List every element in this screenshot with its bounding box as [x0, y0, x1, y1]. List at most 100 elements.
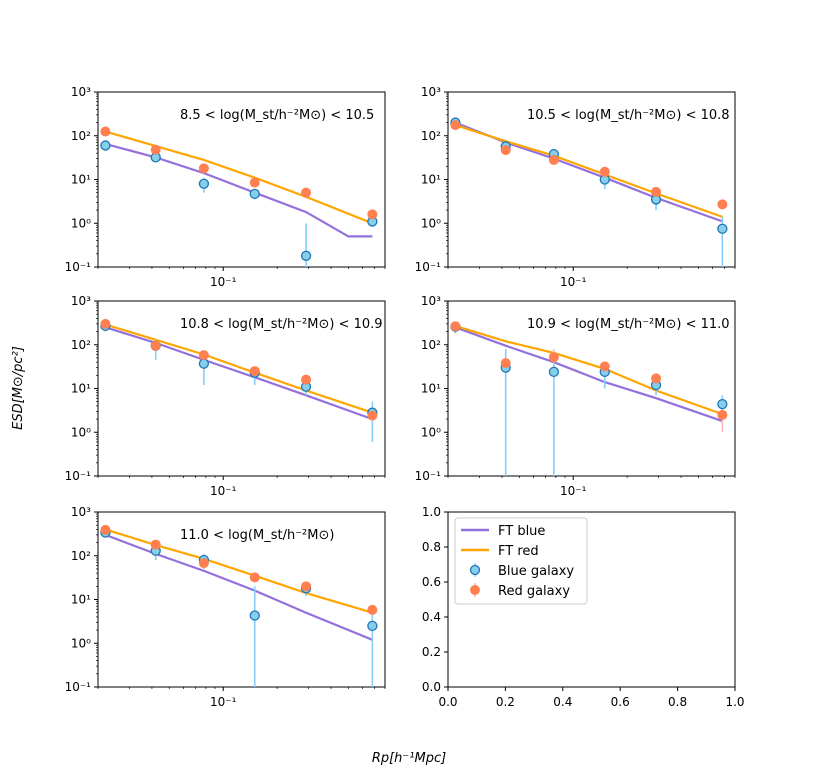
panel-mass-range-label: 10.8 < log(M_st/h⁻²M⊙) < 10.9 — [180, 317, 383, 332]
blue-galaxy-point — [100, 140, 111, 151]
red-galaxy-point — [717, 409, 728, 420]
red-galaxy-point — [301, 581, 312, 592]
red-galaxy-point — [717, 199, 728, 210]
fit-red-line — [455, 324, 723, 416]
legend-frame — [454, 517, 588, 605]
panel-4: 10⁻¹ 10⁰ 10¹ 10² 10³ 10⁻¹ 10.9 < log(M_st/h⁻²M… — [415, 294, 736, 498]
legend-panel-y-tick-label: 1.0 — [422, 505, 441, 519]
panel-mass-range-label: 11.0 < log(M_st/h⁻²M⊙) — [180, 528, 334, 543]
y-tick-label: 10² — [71, 338, 91, 352]
fit-blue-line — [105, 533, 373, 641]
legend-blue-galaxy-label: Blue galaxy — [498, 564, 574, 579]
legend-panel-x-tick-label: 0.6 — [611, 695, 630, 709]
x-tick-label: 10⁻¹ — [560, 484, 587, 498]
y-tick-label: 10⁻¹ — [415, 260, 442, 274]
blue-galaxy-point — [548, 366, 560, 378]
y-tick-label: 10⁰ — [421, 425, 441, 439]
legend-red-galaxy-label: Red galaxy — [498, 584, 570, 599]
x-tick-label: 10⁻¹ — [560, 275, 587, 289]
red-galaxy-point — [249, 366, 260, 377]
legend-fit-blue-label: FT blue — [498, 524, 545, 539]
y-tick-label: 10¹ — [71, 173, 91, 187]
fit-red-line — [455, 124, 723, 218]
y-tick-label: 10⁻¹ — [65, 680, 92, 694]
x-axis-title: Rp[h⁻¹Mpc] — [372, 751, 446, 766]
blue-galaxy-point — [367, 620, 378, 631]
red-galaxy-point — [150, 340, 161, 351]
red-galaxy-point — [249, 177, 260, 188]
red-galaxy-point — [301, 187, 312, 198]
red-galaxy-point — [450, 321, 461, 332]
red-galaxy-point — [100, 318, 111, 329]
blue-galaxy-point — [717, 398, 728, 410]
red-galaxy-point — [367, 410, 378, 421]
fit-blue-line — [105, 326, 373, 421]
red-galaxy-point — [599, 166, 610, 177]
red-galaxy-point — [150, 144, 161, 155]
panel-mass-range-label: 10.9 < log(M_st/h⁻²M⊙) < 11.0 — [527, 317, 730, 332]
legend-panel-y-tick-label: 0.4 — [422, 610, 441, 624]
y-tick-label: 10³ — [71, 505, 91, 519]
y-tick-label: 10³ — [421, 85, 441, 99]
blue-galaxy-point — [249, 188, 260, 199]
red-galaxy-point — [500, 145, 511, 156]
legend-panel-x-tick-label: 0.2 — [496, 695, 515, 709]
panel-3: 10⁻¹ 10⁰ 10¹ 10² 10³ 10⁻¹ 10.8 < log(M_st/h⁻²M… — [65, 294, 386, 498]
legend-panel-frame — [447, 511, 736, 688]
legend-panel: 0.0 0.2 0.4 0.6 0.8 1.0 0.0 0.2 0.4 0.6 0.8 1.0 FT… — [422, 505, 745, 709]
y-axis-title: ESD[M⊙/pc²] — [11, 346, 26, 430]
x-tick-label: 10⁻¹ — [210, 275, 237, 289]
fit-blue-line — [105, 142, 373, 238]
y-tick-label: 10² — [421, 129, 441, 143]
y-tick-label: 10⁻¹ — [415, 469, 442, 483]
red-galaxy-point — [500, 358, 511, 369]
legend-panel-y-tick-label: 0.0 — [422, 680, 441, 694]
legend-blue-galaxy-marker — [469, 564, 481, 576]
y-tick-label: 10² — [421, 338, 441, 352]
legend-panel-x-tick-label: 0.8 — [668, 695, 687, 709]
red-galaxy-point — [198, 558, 209, 569]
red-galaxy-point — [450, 120, 461, 131]
red-galaxy-point — [198, 163, 209, 174]
red-galaxy-point — [301, 374, 312, 385]
red-galaxy-point — [100, 126, 111, 137]
plot-area — [450, 117, 728, 267]
red-galaxy-point — [548, 352, 559, 363]
panel-mass-range-label: 10.5 < log(M_st/h⁻²M⊙) < 10.8 — [527, 108, 730, 123]
x-tick-label: 10⁻¹ — [210, 695, 237, 709]
y-tick-label: 10² — [71, 549, 91, 563]
fit-blue-line — [455, 326, 723, 423]
plot-area — [100, 318, 378, 442]
plot-area — [100, 524, 378, 687]
red-galaxy-point — [100, 524, 111, 535]
fit-red-line — [105, 323, 373, 414]
y-tick-label: 10² — [71, 129, 91, 143]
y-tick-label: 10³ — [421, 294, 441, 308]
panel-5: 10⁻¹ 10⁰ 10¹ 10² 10³ 10⁻¹ 11.0 < log(M_st/h⁻²M… — [65, 505, 386, 709]
panels-layer: 10⁻¹ 10⁰ 10¹ 10² 10³ 10⁻¹ 8.5 < log(M_st/h⁻²M⊙… — [65, 85, 736, 709]
blue-galaxy-point — [198, 358, 210, 369]
legend-panel-x-tick-label: 1.0 — [725, 695, 744, 709]
legend-panel-y-tick-label: 0.8 — [422, 540, 441, 554]
red-galaxy-point — [249, 572, 260, 583]
y-tick-label: 10³ — [71, 294, 91, 308]
red-galaxy-point — [548, 154, 559, 165]
y-tick-label: 10⁰ — [421, 216, 441, 230]
fit-red-line — [105, 130, 373, 225]
blue-galaxy-point — [249, 610, 260, 621]
y-tick-label: 10¹ — [421, 173, 441, 187]
legend-panel-y-tick-label: 0.6 — [422, 575, 441, 589]
red-galaxy-point — [599, 361, 610, 372]
y-tick-label: 10⁰ — [71, 636, 91, 650]
legend-panel-x-tick-label: 0.0 — [438, 695, 457, 709]
plot-area — [100, 126, 378, 267]
x-tick-label: 10⁻¹ — [210, 484, 237, 498]
legend-panel-yticks: 0.0 0.2 0.4 0.6 0.8 1.0 — [422, 505, 448, 694]
y-tick-label: 10¹ — [421, 382, 441, 396]
y-tick-label: 10¹ — [71, 593, 91, 607]
y-tick-label: 10⁻¹ — [65, 469, 92, 483]
y-tick-label: 10⁰ — [71, 425, 91, 439]
y-tick-label: 10³ — [71, 85, 91, 99]
panel-1: 10⁻¹ 10⁰ 10¹ 10² 10³ 10⁻¹ 8.5 < log(M_st/h⁻²M⊙… — [65, 85, 386, 289]
